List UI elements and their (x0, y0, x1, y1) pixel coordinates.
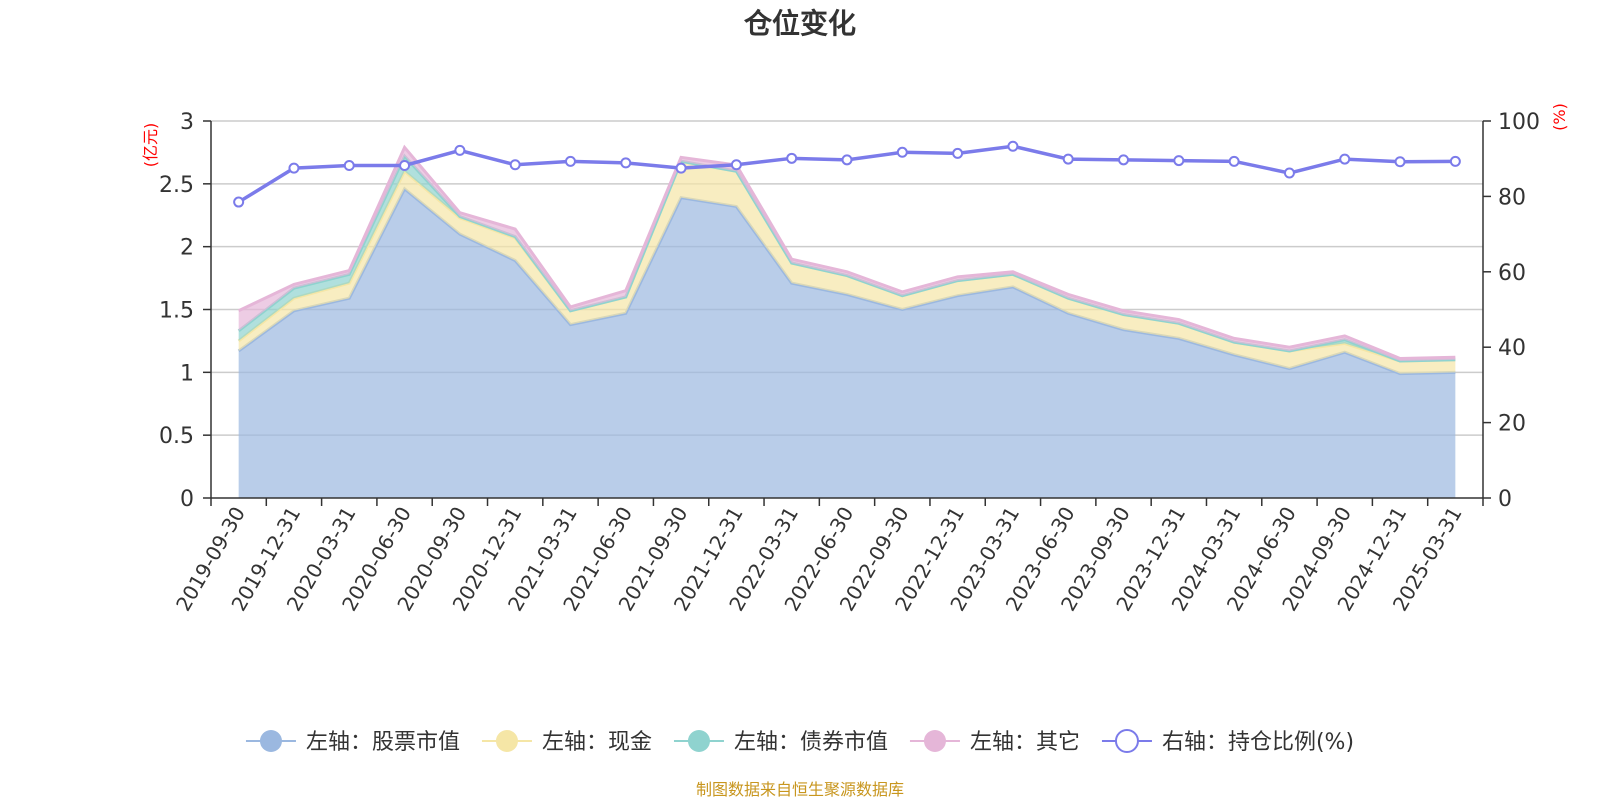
legend-dot-marker (1114, 729, 1139, 753)
legend-item[interactable]: 左轴：现金 (481, 730, 652, 755)
ratio-data-point (1007, 140, 1019, 152)
ratio-data-point (233, 196, 245, 208)
legend-label: 左轴：现金 (542, 730, 652, 755)
ratio-data-point (399, 159, 411, 171)
ratio-data-point (952, 147, 964, 159)
ratio-data-point (1283, 167, 1295, 179)
left-axis-tick-label: 1.5 (159, 299, 194, 324)
legend-item[interactable]: 左轴：债券市值 (673, 730, 888, 755)
right-axis-tick-label: 0 (1498, 487, 1512, 512)
area-fill (238, 188, 1456, 499)
legend-item[interactable]: 右轴：持仓比例(%) (1101, 729, 1354, 755)
ratio-data-point (1394, 156, 1406, 168)
left-axis-tick-label: 0.5 (159, 424, 194, 449)
ratio-data-point (509, 159, 521, 171)
ratio-data-point (343, 159, 355, 171)
left-axis-unit: (亿元) (141, 123, 160, 168)
legend-dot-marker (687, 730, 710, 752)
ratio-data-point (1173, 155, 1185, 167)
chart-title: 仓位变化 (744, 7, 856, 40)
ratio-line (233, 140, 1461, 208)
data-source-note: 制图数据来自恒生聚源数据库 (696, 780, 904, 799)
ratio-data-point (454, 144, 466, 156)
legend-dot-marker (259, 730, 282, 752)
right-axis-tick-label: 40 (1498, 336, 1526, 361)
legend-item[interactable]: 左轴：股票市值 (245, 730, 460, 755)
ratio-data-point (1118, 154, 1130, 166)
left-axis-tick-label: 2 (180, 236, 194, 261)
legend-label: 左轴：股票市值 (306, 730, 460, 755)
area-fill (238, 161, 1456, 374)
ratio-data-point (841, 154, 853, 166)
ratio-data-point (1228, 155, 1240, 167)
ratio-data-point (896, 146, 908, 158)
ratio-data-point (620, 157, 632, 169)
ratio-data-point (1062, 153, 1074, 165)
left-axis-tick-label: 0 (180, 487, 194, 512)
legend-dot-marker (923, 730, 946, 752)
right-axis-unit: (%) (1550, 103, 1569, 131)
right-axis-tick-label: 60 (1498, 261, 1526, 286)
right-axis-tick-label: 20 (1498, 412, 1526, 437)
ratio-data-point (1449, 155, 1461, 167)
ratio-data-point (730, 159, 742, 171)
legend-item[interactable]: 左轴：其它 (909, 730, 1080, 755)
legend-label: 左轴：其它 (970, 730, 1080, 755)
legend-dot-marker (495, 730, 518, 752)
left-axis-tick-label: 3 (180, 110, 194, 135)
right-axis-tick-label: 100 (1498, 110, 1540, 135)
stacked-areas (237, 144, 1456, 499)
ratio-data-point (1339, 153, 1351, 165)
left-axis-tick-label: 2.5 (159, 173, 194, 198)
ratio-data-point (288, 162, 300, 174)
legend-label: 左轴：债券市值 (734, 730, 888, 755)
ratio-data-point (564, 155, 576, 167)
ratio-data-point (786, 152, 798, 164)
legend-label: 右轴：持仓比例(%) (1162, 730, 1354, 755)
area-edge-line (238, 144, 1456, 361)
left-axis-tick-label: 1 (180, 361, 194, 386)
right-axis-tick-label: 80 (1498, 185, 1526, 210)
legend[interactable]: 左轴：股票市值 左轴：现金 左轴：债券市值 左轴：其它 右轴：持仓比例(%) (245, 729, 1354, 755)
ratio-data-point (675, 162, 687, 174)
